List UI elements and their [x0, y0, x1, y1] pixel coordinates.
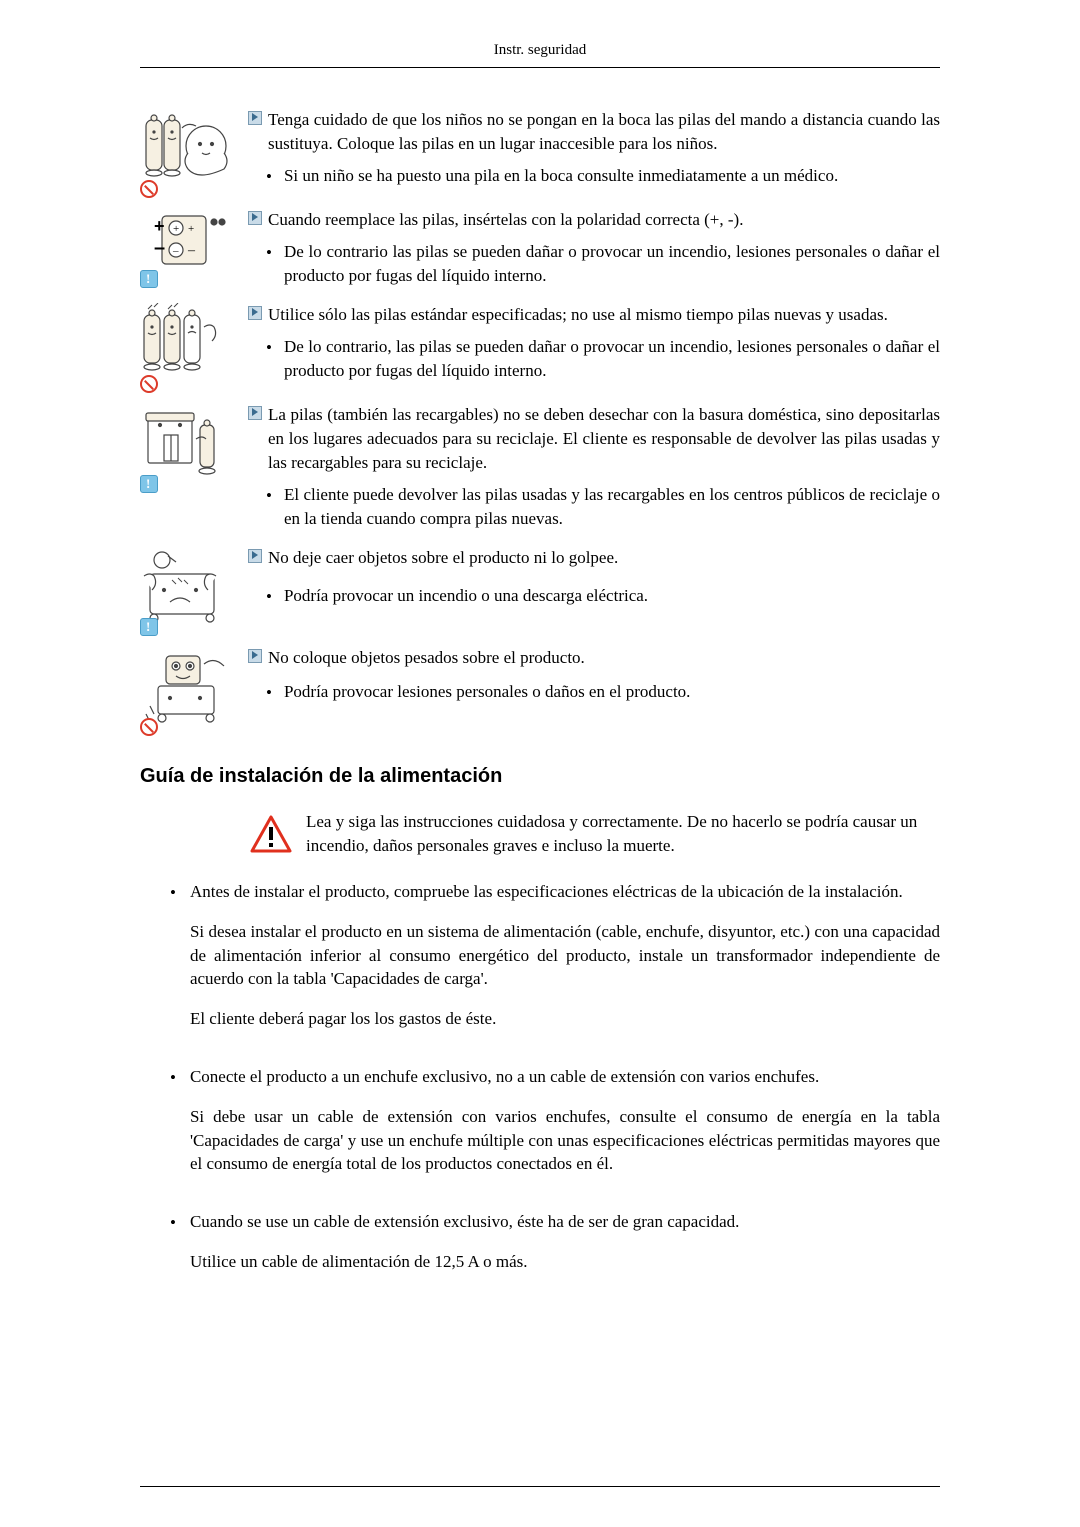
install-para: Cuando se use un cable de extensión excl… [190, 1210, 940, 1234]
safety-item: + – + – + – Cuando reemplace las pilas, … [140, 208, 940, 293]
safety-item: No deje caer objetos sobre el producto n… [140, 546, 940, 636]
svg-text:+: + [154, 216, 165, 236]
bullet-text: Podría provocar lesiones personales o da… [284, 680, 940, 704]
safety-item: Tenga cuidado de que los niños no se pon… [140, 108, 940, 198]
bullet-dot: • [170, 1210, 176, 1235]
bullet-dot: • [170, 880, 176, 905]
info-icon [140, 270, 158, 288]
safety-headline: Cuando reemplace las pilas, insértelas c… [268, 208, 940, 232]
footer-rule [140, 1486, 940, 1487]
install-para: Si debe usar un cable de extensión con v… [190, 1105, 940, 1176]
svg-text:–: – [187, 243, 196, 258]
warning-text: Lea y siga las instrucciones cuidadosa y… [306, 810, 940, 858]
bullet-text: Si un niño se ha puesto una pila en la b… [284, 164, 940, 188]
install-bullet: • Cuando se use un cable de extensión ex… [140, 1210, 940, 1290]
safety-content: Utilice sólo las pilas estándar especifi… [248, 303, 940, 388]
bullet-dot: • [266, 680, 272, 705]
bullet-text: De lo contrario las pilas se pueden daña… [284, 240, 940, 288]
install-bullet: • Antes de instalar el producto, comprue… [140, 880, 940, 1047]
play-icon [248, 406, 262, 420]
safety-content: Tenga cuidado de que los niños no se pon… [248, 108, 940, 194]
safety-content: No deje caer objetos sobre el producto n… [248, 546, 940, 615]
safety-bullet: • De lo contrario, las pilas se pueden d… [248, 335, 940, 383]
bullet-dot: • [266, 335, 272, 360]
safety-illustration [140, 646, 230, 736]
play-icon [248, 111, 262, 125]
warning-row: Lea y siga las instrucciones cuidadosa y… [140, 810, 940, 858]
safety-item: No coloque objetos pesados sobre el prod… [140, 646, 940, 736]
safety-illustration [140, 403, 230, 493]
bullet-dot: • [170, 1065, 176, 1090]
safety-content: La pilas (también las recargables) no se… [248, 403, 940, 536]
safety-bullet: • Podría provocar un incendio o una desc… [248, 584, 940, 609]
safety-illustration [140, 546, 230, 636]
safety-illustration [140, 303, 230, 393]
safety-headline: No coloque objetos pesados sobre el prod… [268, 646, 940, 670]
play-icon [248, 649, 262, 663]
safety-bullet: • Si un niño se ha puesto una pila en la… [248, 164, 940, 189]
bullet-text: De lo contrario, las pilas se pueden dañ… [284, 335, 940, 383]
safety-illustration: + – + – + – [140, 208, 230, 288]
page-header: Instr. seguridad [140, 40, 940, 61]
safety-headline: Utilice sólo las pilas estándar especifi… [268, 303, 940, 327]
safety-headline: No deje caer objetos sobre el producto n… [268, 546, 940, 570]
install-para: Antes de instalar el producto, compruebe… [190, 880, 940, 904]
play-icon [248, 306, 262, 320]
play-icon [248, 211, 262, 225]
warning-icon [250, 815, 292, 853]
safety-illustration [140, 108, 230, 198]
safety-item: Utilice sólo las pilas estándar especifi… [140, 303, 940, 393]
bullet-text: El cliente puede devolver las pilas usad… [284, 483, 940, 531]
svg-text:–: – [154, 237, 165, 259]
safety-bullet: • Podría provocar lesiones personales o … [248, 680, 940, 705]
section-title: Guía de instalación de la alimentación [140, 762, 940, 790]
prohibit-icon [140, 180, 158, 198]
safety-item: La pilas (también las recargables) no se… [140, 403, 940, 536]
install-para: El cliente deberá pagar los los gastos d… [190, 1007, 940, 1031]
header-rule [140, 67, 940, 68]
safety-content: Cuando reemplace las pilas, insértelas c… [248, 208, 940, 293]
bullet-dot: • [266, 584, 272, 609]
bullet-text: Podría provocar un incendio o una descar… [284, 584, 940, 608]
bullet-dot: • [266, 483, 272, 508]
svg-text:–: – [172, 245, 179, 257]
svg-text:+: + [173, 223, 179, 235]
safety-bullet: • De lo contrario las pilas se pueden da… [248, 240, 940, 288]
safety-content: No coloque objetos pesados sobre el prod… [248, 646, 940, 711]
info-icon [140, 618, 158, 636]
install-para: Conecte el producto a un enchufe exclusi… [190, 1065, 940, 1089]
bullet-dot: • [266, 164, 272, 189]
info-icon [140, 475, 158, 493]
safety-headline: La pilas (también las recargables) no se… [268, 403, 940, 474]
play-icon [248, 549, 262, 563]
safety-headline: Tenga cuidado de que los niños no se pon… [268, 108, 940, 156]
install-bullet: • Conecte el producto a un enchufe exclu… [140, 1065, 940, 1192]
svg-text:+: + [188, 223, 194, 235]
bullet-dot: • [266, 240, 272, 265]
safety-bullet: • El cliente puede devolver las pilas us… [248, 483, 940, 531]
install-para: Si desea instalar el producto en un sist… [190, 920, 940, 991]
install-para: Utilice un cable de alimentación de 12,5… [190, 1250, 940, 1274]
